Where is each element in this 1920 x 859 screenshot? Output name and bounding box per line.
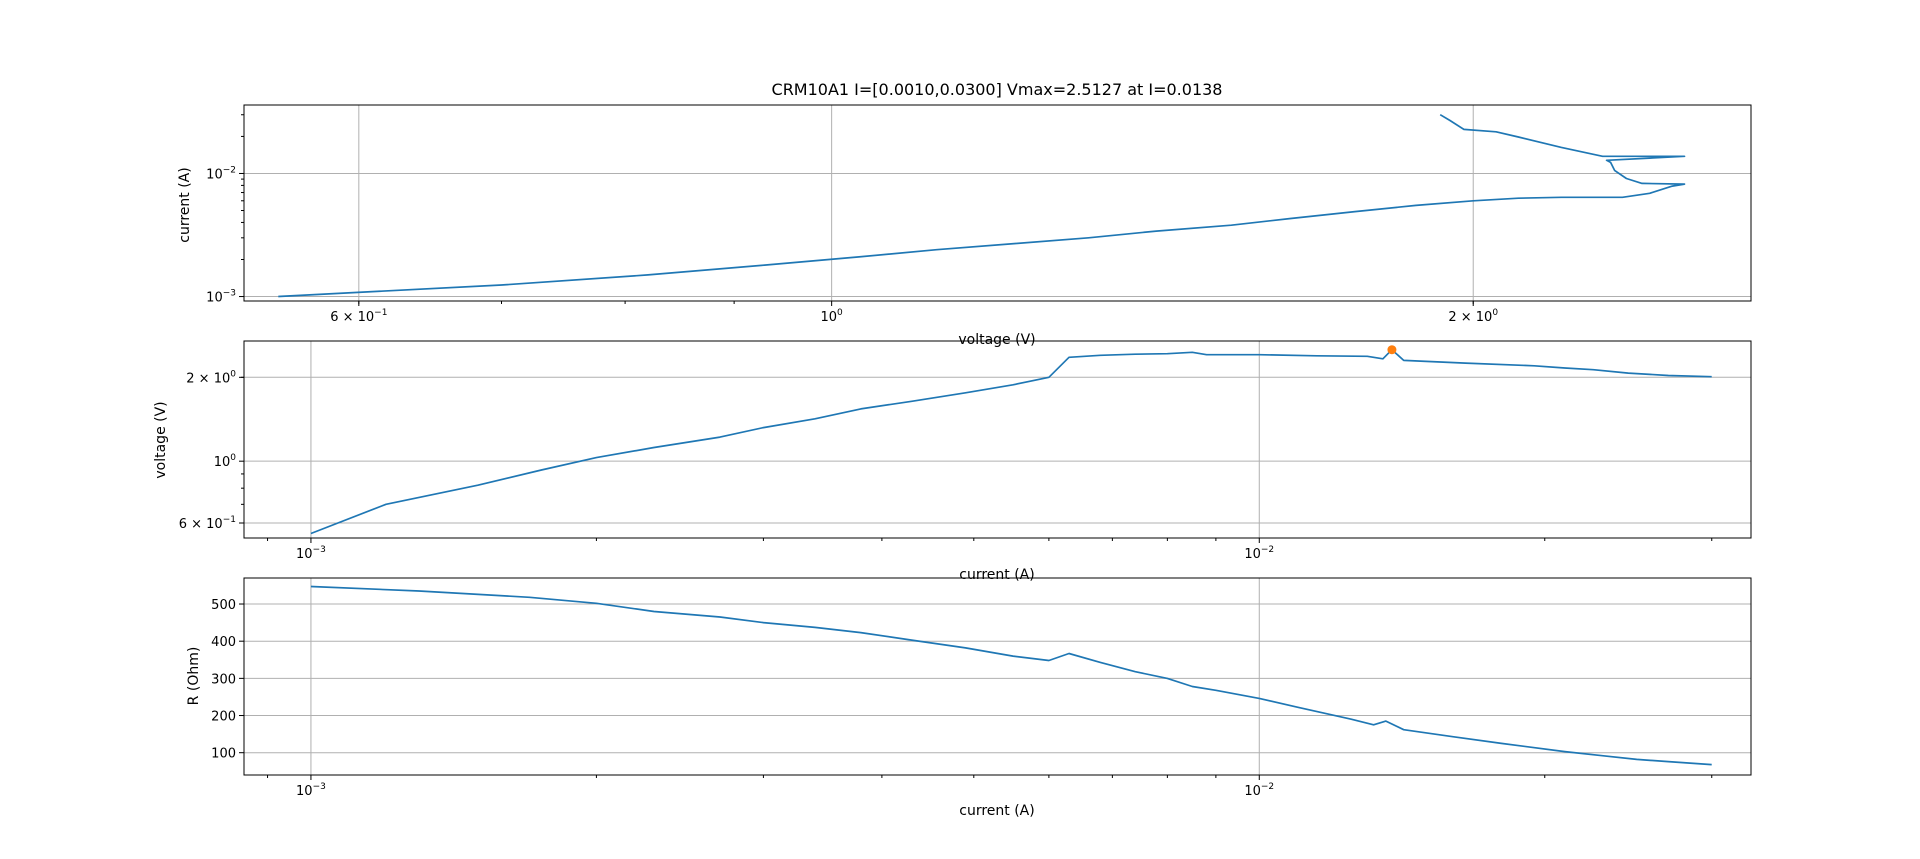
- y-tick-label: 200: [211, 710, 236, 725]
- series-line: [310, 348, 1712, 535]
- x-tick-label: 10−2: [1244, 545, 1274, 562]
- series-line: [310, 585, 1712, 766]
- grid-lines: [244, 341, 1751, 538]
- y-tick-label: 100: [211, 747, 236, 762]
- y-axis-label-resistance: R (Ohm): [186, 647, 202, 706]
- x-tick-label: 6 × 10−1: [330, 308, 387, 325]
- x-tick-label: 10−2: [1244, 782, 1274, 799]
- y-tick-label: 500: [211, 598, 236, 613]
- plot-frame: [243, 104, 1752, 302]
- vmax-marker: [1387, 345, 1397, 355]
- x-axis-label-current-bottom: current (A): [959, 803, 1034, 819]
- x-axis-label-voltage: voltage (V): [958, 332, 1035, 348]
- x-tick-label: 10−3: [296, 545, 326, 562]
- y-tick-label: 300: [211, 672, 236, 687]
- plot-voltage-vs-current: current (A) voltage (V) 10−3 10−2 6 × 10−1…: [153, 340, 1752, 583]
- x-axis-label-current-middle: current (A): [959, 567, 1034, 583]
- y-axis-label-voltage: voltage (V): [153, 401, 169, 478]
- y-tick-label: 10−2: [206, 165, 236, 182]
- grid-lines: [244, 578, 1751, 775]
- y-tick-label: 6 × 10−1: [179, 515, 236, 532]
- x-tick-label: 10−3: [296, 782, 326, 799]
- plot-resistance-vs-current: current (A) R (Ohm) 10−3 10−2 100 200 300 400…: [186, 577, 1752, 819]
- x-tick-label: 2 × 100: [1448, 308, 1498, 325]
- y-axis-label-current: current (A): [177, 167, 193, 242]
- y-tick-label: 100: [214, 453, 237, 470]
- x-tick-label: 100: [821, 308, 844, 325]
- figure-title: CRM10A1 I=[0.0010,0.0300] Vmax=2.5127 at…: [772, 80, 1223, 99]
- y-tick-label: 10−3: [206, 289, 236, 306]
- plot-current-vs-voltage: voltage (V) current (A) 6 × 10−1 100 2 × 1…: [177, 104, 1752, 348]
- plot-frame: [243, 340, 1752, 539]
- y-tick-label: 2 × 100: [186, 369, 236, 386]
- y-tick-label: 400: [211, 635, 236, 650]
- grid-lines: [244, 105, 1751, 301]
- plot-frame: [243, 577, 1752, 776]
- series-line: [278, 113, 1686, 298]
